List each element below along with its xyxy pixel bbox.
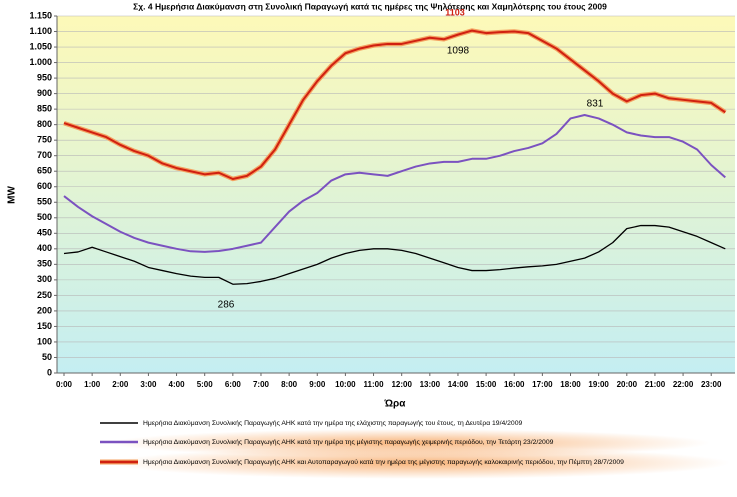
x-tick-label: 11:00 [364, 380, 385, 389]
y-tick-label: 200 [37, 305, 52, 315]
y-tick-label: 150 [37, 321, 52, 331]
y-tick-label: 450 [37, 228, 52, 238]
x-tick-label: 7:00 [253, 380, 270, 389]
y-axis-label: MW [7, 186, 18, 204]
x-tick-label: 2:00 [112, 380, 129, 389]
x-tick-label: 18:00 [560, 380, 581, 389]
y-tick-label: 1.150 [29, 10, 52, 20]
x-axis-label: Ώρα [384, 399, 407, 410]
x-tick-label: 19:00 [588, 380, 609, 389]
y-tick-label: 550 [37, 197, 52, 207]
y-tick-label: 600 [37, 181, 52, 191]
x-tick-label: 6:00 [225, 380, 242, 389]
y-tick-label: 1.000 [29, 57, 52, 67]
series-line [63, 29, 726, 180]
x-tick-label: 23:00 [701, 380, 722, 389]
x-tick-label: 14:00 [448, 380, 469, 389]
y-tick-label: 650 [37, 166, 52, 176]
y-tick-label: 0 [47, 367, 52, 377]
x-tick-label: 15:00 [476, 380, 497, 389]
y-tick-label: 800 [37, 119, 52, 129]
annotation: 286 [218, 300, 235, 311]
y-tick-label: 1.100 [29, 26, 52, 36]
annotation: 831 [587, 99, 604, 110]
y-tick-label: 300 [37, 274, 52, 284]
x-tick-label: 0:00 [56, 380, 73, 389]
x-tick-label: 16:00 [504, 380, 525, 389]
x-tick-label: 5:00 [197, 380, 214, 389]
x-tick-label: 4:00 [169, 380, 186, 389]
y-tick-label: 850 [37, 104, 52, 114]
x-tick-label: 3:00 [140, 380, 157, 389]
chart-title: Σχ. 4 Ημερήσια Διακύμανση στη Συνολική Π… [133, 1, 607, 11]
x-tick-label: 17:00 [532, 380, 553, 389]
y-tick-label: 1.050 [29, 41, 52, 51]
y-tick-label: 250 [37, 290, 52, 300]
y-tick-label: 400 [37, 243, 52, 253]
x-tick-label: 20:00 [617, 380, 638, 389]
y-tick-label: 500 [37, 212, 52, 222]
legend-label: Ημερήσια Διακύμανση Συνολικής Παραγωγής … [143, 419, 522, 427]
legend-glow [110, 447, 730, 479]
x-tick-label: 21:00 [645, 380, 666, 389]
x-tick-label: 10:00 [335, 380, 356, 389]
y-tick-label: 50 [42, 352, 52, 362]
legend-label: Ημερήσια Διακύμανση Συνολικής Παραγωγής … [143, 438, 554, 446]
series-line [63, 114, 726, 253]
plot-area [57, 16, 735, 373]
annotation: 1098 [447, 46, 470, 57]
x-tick-label: 9:00 [309, 380, 326, 389]
x-tick-label: 1:00 [84, 380, 101, 389]
y-tick-label: 100 [37, 336, 52, 346]
y-tick-label: 700 [37, 150, 52, 160]
series-line [63, 224, 726, 285]
x-tick-label: 8:00 [281, 380, 298, 389]
y-tick-label: 750 [37, 135, 52, 145]
legend-label: Ημερήσια Διακύμανση Συνολικής Παραγωγής … [143, 458, 624, 466]
y-tick-label: 950 [37, 72, 52, 82]
y-tick-label: 900 [37, 88, 52, 98]
annotation: 1103 [445, 7, 465, 17]
y-tick-label: 350 [37, 259, 52, 269]
x-tick-label: 22:00 [673, 380, 694, 389]
x-tick-label: 13:00 [420, 380, 441, 389]
x-tick-label: 12:00 [391, 380, 412, 389]
